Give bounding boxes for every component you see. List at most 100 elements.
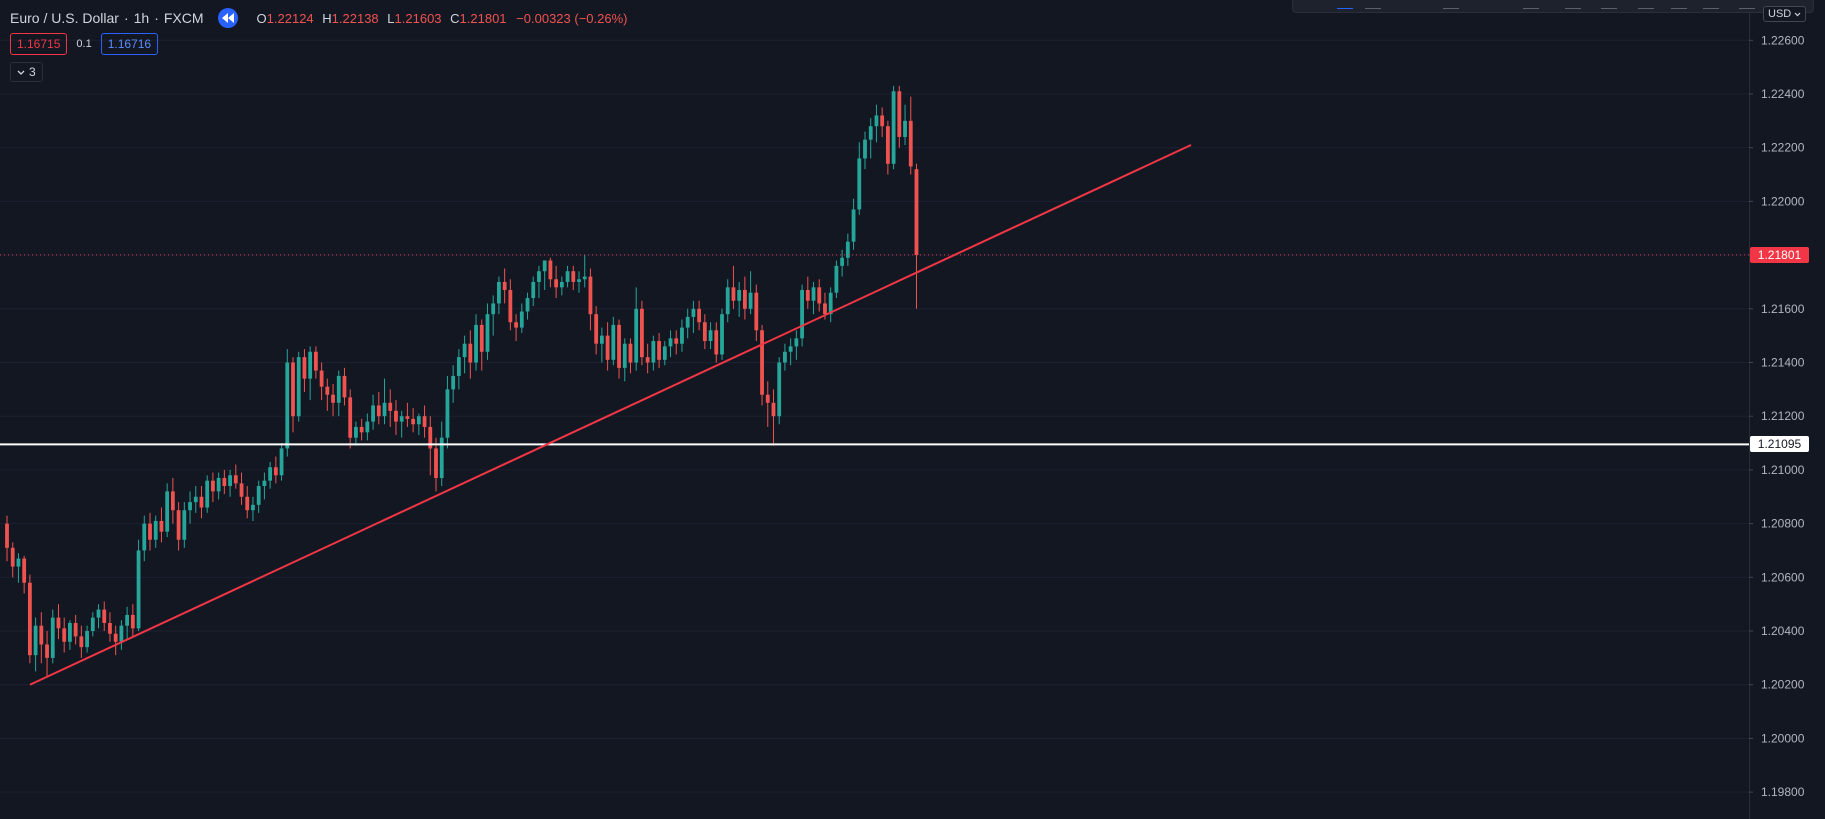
buy-button[interactable]: 1.16716 — [100, 33, 159, 55]
candle — [102, 601, 107, 632]
candle — [742, 276, 747, 320]
trendline-drawing[interactable] — [29, 144, 1192, 686]
candle-body — [634, 308, 639, 363]
candle — [279, 443, 284, 481]
toolbar-button[interactable] — [1337, 2, 1353, 9]
indicators-toggle-button[interactable]: 3 — [10, 62, 43, 82]
low-label: L — [387, 10, 395, 26]
candle — [85, 625, 89, 653]
candle — [783, 343, 787, 371]
candle — [188, 491, 192, 524]
candle — [262, 472, 267, 500]
candle — [342, 367, 347, 406]
candle — [794, 330, 799, 360]
price-tick-label: 1.22200 — [1761, 141, 1805, 155]
sell-button[interactable]: 1.16715 — [10, 33, 68, 55]
candle-body — [119, 625, 124, 642]
candle — [96, 604, 101, 629]
candle-body — [302, 357, 307, 379]
candle — [559, 276, 564, 296]
candle — [45, 631, 49, 677]
candle — [788, 338, 793, 366]
candle — [777, 357, 782, 425]
candle — [811, 281, 816, 315]
price-tick-label: 1.20000 — [1761, 731, 1805, 745]
candle — [697, 300, 702, 331]
price-tick-label: 1.21200 — [1761, 409, 1805, 423]
candle-body — [371, 405, 375, 422]
candle-body — [903, 120, 907, 137]
candle-body — [508, 290, 513, 323]
interval-label[interactable]: 1h — [133, 10, 150, 26]
candle — [405, 402, 410, 427]
candle — [657, 332, 661, 368]
candle — [611, 316, 616, 366]
candle-body — [222, 477, 227, 487]
candle-body — [456, 357, 461, 376]
candle — [451, 365, 456, 403]
toolbar-button[interactable] — [1565, 2, 1581, 9]
candle-body — [571, 271, 576, 282]
currency-selector[interactable]: USD — [1763, 6, 1807, 22]
toolbar-button[interactable] — [1443, 2, 1459, 9]
drawing-toolbar — [1292, 0, 1814, 13]
candle-body — [27, 582, 32, 656]
candle — [422, 405, 427, 438]
toolbar-button[interactable] — [1671, 2, 1687, 9]
candle-body — [885, 126, 890, 164]
indicators-count: 3 — [29, 65, 36, 79]
candle-body — [245, 496, 250, 511]
candle — [668, 330, 673, 358]
candle — [891, 85, 896, 170]
candle — [336, 370, 341, 417]
candle-body — [159, 520, 164, 532]
candle-body — [45, 644, 49, 658]
candle — [170, 477, 175, 524]
price-tick-label: 1.20200 — [1761, 678, 1805, 692]
symbol-legend: Euro / U.S. Dollar · 1h · FXCM O1.22124 … — [10, 8, 627, 28]
candle-body — [754, 292, 759, 331]
candle — [348, 389, 353, 449]
candle-body — [863, 139, 867, 159]
candle-body — [148, 523, 152, 540]
candle-body — [594, 314, 599, 344]
candle-body — [228, 475, 232, 487]
candle — [525, 292, 530, 320]
toolbar-button[interactable] — [1739, 2, 1755, 9]
candle — [50, 609, 55, 664]
candle — [594, 306, 599, 355]
price-axis[interactable]: 1.226001.224001.222001.220001.218001.216… — [1749, 33, 1805, 799]
candle — [273, 456, 278, 484]
candle — [291, 357, 295, 433]
candle — [228, 469, 232, 497]
candle-body — [439, 437, 444, 478]
symbol-name[interactable]: Euro / U.S. Dollar — [10, 10, 119, 26]
candle-body — [714, 330, 719, 355]
toolbar-button[interactable] — [1703, 2, 1719, 9]
candle — [239, 472, 244, 505]
trade-panel: 1.16715 0.1 1.16716 — [10, 33, 159, 55]
candle — [365, 413, 370, 441]
candle — [251, 496, 255, 521]
toolbar-button[interactable] — [1638, 2, 1654, 9]
candle — [588, 268, 593, 331]
toolbar-button[interactable] — [1601, 2, 1617, 9]
close-value: 1.21801 — [459, 10, 507, 26]
toolbar-button[interactable] — [1523, 2, 1539, 9]
candle-body — [125, 614, 130, 626]
toolbar-button[interactable] — [1365, 2, 1381, 9]
price-tick-label: 1.21000 — [1761, 463, 1805, 477]
candle-body — [851, 209, 856, 242]
candle-body — [313, 351, 318, 371]
candle — [313, 346, 318, 379]
replay-button[interactable] — [217, 8, 238, 28]
candle — [245, 486, 250, 519]
candle — [662, 341, 667, 366]
price-tick-label: 1.19800 — [1761, 785, 1805, 799]
exchange-label[interactable]: FXCM — [163, 10, 204, 26]
candle-body — [611, 324, 616, 360]
candle-body — [702, 322, 707, 342]
candle-body — [308, 351, 313, 379]
candle-body — [90, 617, 95, 632]
